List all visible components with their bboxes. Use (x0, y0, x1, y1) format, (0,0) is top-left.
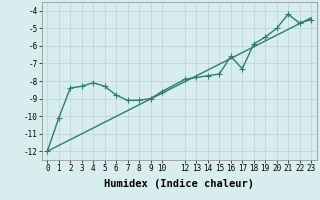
X-axis label: Humidex (Indice chaleur): Humidex (Indice chaleur) (104, 179, 254, 189)
